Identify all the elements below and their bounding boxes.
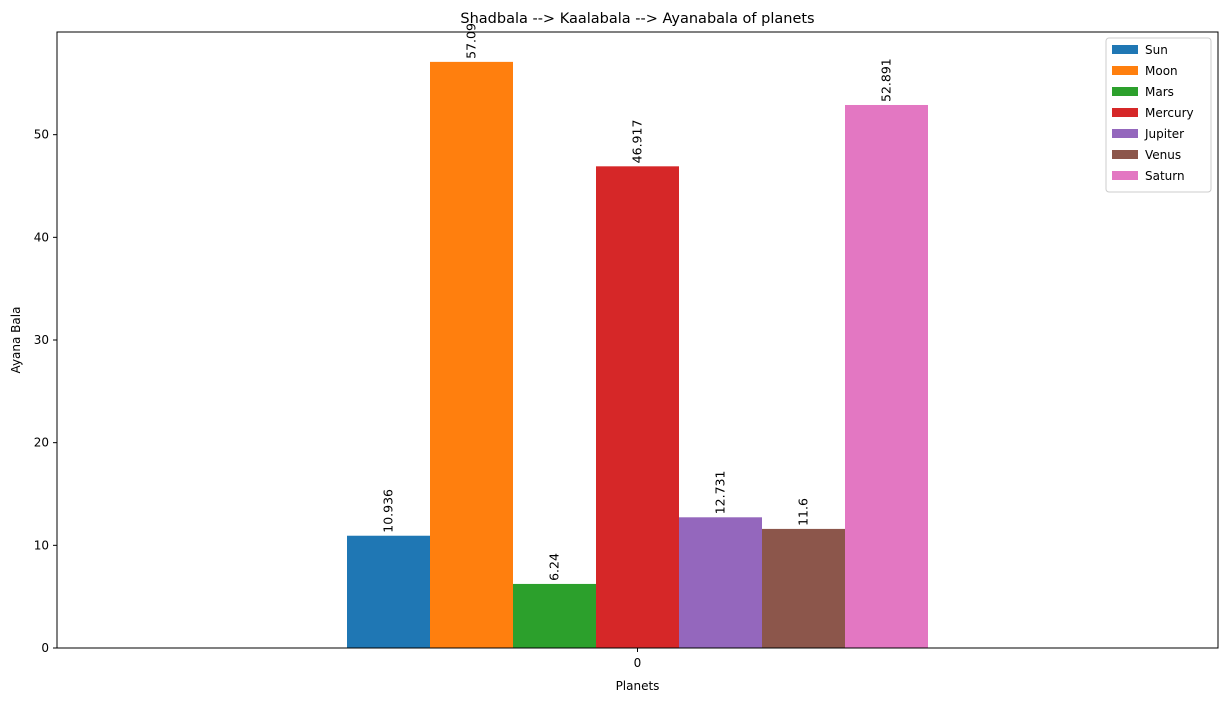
y-tick-label: 0 — [41, 641, 49, 655]
data-label-moon: 57.09 — [464, 23, 479, 59]
legend-swatch-sun — [1112, 45, 1138, 54]
data-label-saturn: 52.891 — [879, 58, 894, 102]
x-tick-label: 0 — [634, 656, 642, 670]
bar-saturn — [845, 104, 928, 649]
bar-jupiter — [679, 517, 762, 648]
legend-swatch-venus — [1112, 150, 1138, 159]
x-axis: 0 — [634, 648, 642, 670]
legend-label-jupiter: Jupiter — [1144, 127, 1184, 141]
bar-mars — [513, 583, 596, 648]
y-tick-label: 20 — [34, 436, 49, 450]
legend-swatch-jupiter — [1112, 129, 1138, 138]
data-label-mercury: 46.917 — [630, 120, 645, 164]
data-label-venus: 11.6 — [796, 498, 811, 526]
legend-label-mercury: Mercury — [1145, 106, 1194, 120]
x-axis-label: Planets — [616, 679, 660, 693]
y-axis-label: Ayana Bala — [9, 307, 23, 374]
legend-label-moon: Moon — [1145, 64, 1178, 78]
chart-title: Shadbala --> Kaalabala --> Ayanabala of … — [460, 11, 814, 27]
legend: Sun Moon Mars Mercury Jupiter Venus Saturn — [1105, 37, 1212, 193]
legend-label-sun: Sun — [1145, 43, 1168, 57]
y-axis: 0 10 20 30 40 50 — [34, 128, 57, 655]
bar-sun — [347, 535, 430, 648]
legend-label-mars: Mars — [1145, 85, 1174, 99]
y-tick-label: 40 — [34, 230, 49, 244]
legend-swatch-moon — [1112, 66, 1138, 75]
y-tick-label: 50 — [34, 128, 49, 142]
legend-label-venus: Venus — [1145, 148, 1181, 162]
bar-venus — [762, 528, 845, 648]
legend-swatch-mercury — [1112, 108, 1138, 117]
data-label-jupiter: 12.731 — [713, 471, 728, 515]
data-label-mars: 6.24 — [547, 553, 562, 581]
y-tick-label: 10 — [34, 538, 49, 552]
legend-label-saturn: Saturn — [1145, 169, 1185, 183]
legend-swatch-mars — [1112, 87, 1138, 96]
bar-moon — [430, 61, 513, 649]
plot-area: 10.936 57.09 6.24 46.917 12.731 11.6 52.891 — [56, 23, 1219, 649]
bar-mercury — [596, 166, 679, 649]
y-tick-label: 30 — [34, 333, 49, 347]
data-label-sun: 10.936 — [381, 489, 396, 533]
legend-swatch-saturn — [1112, 171, 1138, 180]
